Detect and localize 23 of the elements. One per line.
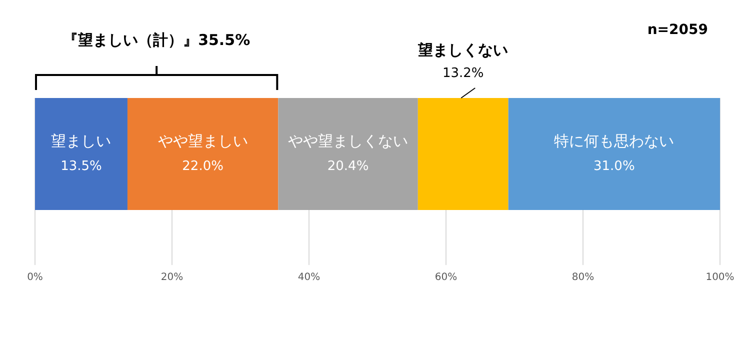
data-label: 20.4% [327, 159, 369, 174]
bar [418, 98, 508, 210]
data-label: 31.0% [594, 159, 635, 174]
data-label: 13.5% [60, 159, 102, 174]
series-label: やや望ましい [158, 132, 248, 150]
data-label: 13.2% [442, 66, 484, 81]
x-tick-label: 0% [27, 272, 43, 284]
series-label: 望ましい [51, 132, 112, 150]
bar [127, 98, 278, 210]
bar [278, 98, 418, 210]
x-tick-label: 20% [160, 272, 184, 284]
x-tick-label: 80% [572, 272, 594, 284]
text: n=2059 [647, 22, 708, 38]
x-tick-label: 60% [434, 272, 458, 284]
bar [508, 98, 720, 210]
series-label: 特に何も思わない [554, 132, 674, 150]
data-label: 22.0% [182, 159, 224, 174]
bar [35, 98, 128, 210]
series-label: やや望ましくない [288, 132, 408, 150]
x-tick-label: 100% [706, 272, 734, 284]
text: 望ましくない [417, 41, 508, 59]
x-tick-label: 40% [298, 272, 320, 284]
text: 『望ましい（計）』35.5% [63, 31, 250, 49]
